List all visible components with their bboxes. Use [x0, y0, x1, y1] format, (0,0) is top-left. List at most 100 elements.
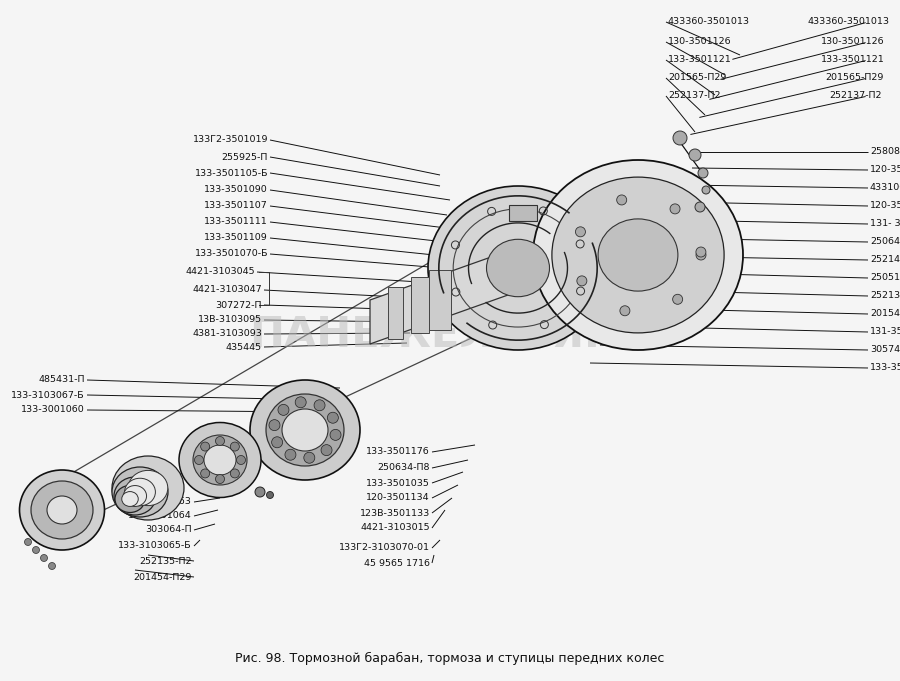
Text: 133-3501035: 133-3501035	[366, 479, 430, 488]
Text: 133-3501109: 133-3501109	[204, 234, 268, 242]
Ellipse shape	[533, 160, 743, 350]
Circle shape	[702, 186, 710, 194]
Text: 133-3501121: 133-3501121	[821, 55, 884, 65]
Text: 120-3501118: 120-3501118	[870, 165, 900, 174]
Polygon shape	[370, 251, 508, 344]
Circle shape	[689, 149, 701, 161]
Circle shape	[698, 168, 708, 178]
Text: 250514-П29: 250514-П29	[870, 274, 900, 283]
Text: 133-3103065-Б: 133-3103065-Б	[119, 541, 192, 550]
Ellipse shape	[122, 492, 139, 507]
Text: 201544-П29: 201544-П29	[870, 309, 900, 319]
Text: 201565-П29: 201565-П29	[668, 74, 726, 82]
Ellipse shape	[115, 486, 145, 513]
Text: ПАНЕЖЕЛЕЗЯКА: ПАНЕЖЕЛЕЗЯКА	[249, 314, 651, 356]
Circle shape	[24, 539, 32, 545]
Circle shape	[49, 563, 56, 569]
Text: 255925-П: 255925-П	[221, 153, 268, 161]
Ellipse shape	[112, 456, 184, 520]
Ellipse shape	[266, 394, 344, 466]
Text: 433360-3501013: 433360-3501013	[668, 18, 750, 27]
Circle shape	[278, 405, 289, 415]
Circle shape	[616, 195, 626, 205]
Text: 305748-20: 305748-20	[870, 345, 900, 355]
Ellipse shape	[47, 496, 77, 524]
Text: 131-3501132: 131-3501132	[870, 328, 900, 336]
Text: 250640-П29: 250640-П29	[870, 238, 900, 247]
Circle shape	[272, 437, 283, 448]
Ellipse shape	[193, 435, 247, 485]
Text: 130-3501126: 130-3501126	[821, 37, 884, 46]
Circle shape	[32, 546, 40, 554]
Circle shape	[575, 227, 585, 237]
Text: 4421-3103045: 4421-3103045	[185, 268, 255, 276]
Text: 13В-3103095: 13В-3103095	[198, 315, 262, 325]
Text: Рис. 98. Тормозной барабан, тормоза и ступицы передних колес: Рис. 98. Тормозной барабан, тормоза и ст…	[235, 652, 665, 665]
Text: 433106-3501136: 433106-3501136	[870, 183, 900, 193]
Circle shape	[304, 452, 315, 463]
Text: 133-3501107: 133-3501107	[204, 202, 268, 210]
Ellipse shape	[428, 186, 608, 350]
Ellipse shape	[124, 478, 156, 506]
Text: 252141-П2: 252141-П2	[870, 255, 900, 264]
Text: 485431-П: 485431-П	[39, 375, 85, 385]
Ellipse shape	[250, 380, 360, 480]
Text: 45 9565 1716: 45 9565 1716	[364, 558, 430, 567]
Circle shape	[328, 412, 338, 423]
Circle shape	[255, 487, 265, 497]
Text: 201454-П29: 201454-П29	[133, 573, 192, 582]
Circle shape	[295, 397, 306, 408]
Bar	[509, 205, 537, 221]
Circle shape	[194, 456, 203, 464]
Text: 133-3501105-Б: 133-3501105-Б	[194, 168, 268, 178]
Circle shape	[285, 449, 296, 460]
Text: 252135-П2: 252135-П2	[140, 556, 192, 565]
Text: 133-3501090: 133-3501090	[204, 185, 268, 195]
Text: 130-3501126: 130-3501126	[668, 37, 732, 46]
Text: 252137-П2: 252137-П2	[830, 91, 882, 101]
Circle shape	[330, 429, 341, 441]
Circle shape	[695, 202, 705, 212]
Text: 120-3501134: 120-3501134	[366, 494, 430, 503]
Text: 133-3501176: 133-3501176	[366, 447, 430, 456]
Ellipse shape	[123, 486, 147, 507]
Circle shape	[577, 276, 587, 286]
Ellipse shape	[128, 471, 167, 505]
Circle shape	[314, 400, 325, 411]
Ellipse shape	[179, 422, 261, 498]
Ellipse shape	[552, 177, 725, 333]
Text: 133-3103067-Б: 133-3103067-Б	[12, 390, 85, 400]
Circle shape	[321, 445, 332, 456]
Circle shape	[215, 437, 224, 445]
Text: 123В-3501133: 123В-3501133	[360, 509, 430, 518]
Circle shape	[237, 456, 246, 464]
Text: 250634-П8: 250634-П8	[377, 464, 430, 473]
Circle shape	[696, 250, 706, 260]
Text: 201565-П29: 201565-П29	[825, 74, 884, 82]
Text: 133-3501095: 133-3501095	[870, 364, 900, 373]
Bar	[429, 270, 451, 330]
Circle shape	[201, 469, 210, 478]
Circle shape	[696, 247, 706, 257]
Text: 133Г2-3501019: 133Г2-3501019	[193, 136, 268, 144]
Ellipse shape	[282, 409, 328, 451]
Bar	[411, 277, 429, 333]
Circle shape	[201, 442, 210, 451]
Ellipse shape	[204, 445, 236, 475]
Circle shape	[670, 204, 680, 214]
Text: 307272-П: 307272-П	[215, 300, 262, 309]
Circle shape	[230, 442, 239, 451]
Text: 435445: 435445	[226, 343, 262, 351]
Ellipse shape	[31, 481, 93, 539]
Ellipse shape	[114, 477, 156, 515]
Ellipse shape	[487, 239, 550, 297]
Text: 4421-3103015: 4421-3103015	[360, 524, 430, 533]
Circle shape	[620, 306, 630, 316]
Text: 131- 3501249: 131- 3501249	[870, 219, 900, 229]
Text: 133-3501121: 133-3501121	[668, 55, 732, 65]
Text: 120-3501116: 120-3501116	[870, 202, 900, 210]
Circle shape	[40, 554, 48, 562]
Text: 133-3501070-Б: 133-3501070-Б	[194, 249, 268, 259]
Circle shape	[673, 131, 687, 145]
Ellipse shape	[598, 219, 678, 291]
